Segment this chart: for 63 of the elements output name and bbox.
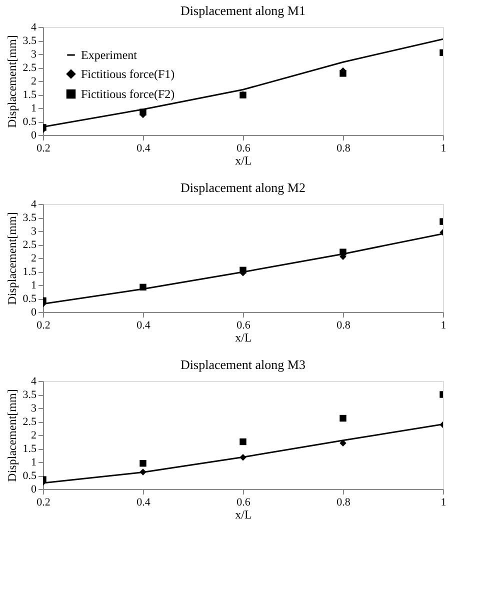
x-tick-label: 1 <box>440 496 446 508</box>
x-axis-title: x/L <box>235 508 252 522</box>
x-tick-label: 0.4 <box>136 142 151 154</box>
y-tick-label: 0 <box>31 484 37 496</box>
point <box>340 248 346 256</box>
x-tick-label: 1 <box>440 142 446 154</box>
y-tick-label: 1.5 <box>22 89 37 101</box>
y-tick-label: 1.5 <box>22 266 37 278</box>
point <box>340 440 346 446</box>
y-tick-label: 3 <box>31 402 37 414</box>
x-tick-label: 0.6 <box>236 496 251 508</box>
y-tick-label: 1 <box>31 456 36 468</box>
point <box>240 438 246 446</box>
x-axis-title: x/L <box>235 330 252 344</box>
x-tick-label: 0.4 <box>136 496 151 508</box>
chart-title: Displacement along M2 <box>180 180 306 195</box>
y-tick-label: 0.5 <box>22 116 37 128</box>
point <box>240 266 246 274</box>
y-tick-label: 1 <box>31 280 36 292</box>
x-tick-label: 0.8 <box>336 320 351 332</box>
y-axis-title: Displacement[mm] <box>4 212 19 305</box>
y-tick-label: 2.5 <box>22 239 37 251</box>
y-tick-label: 2 <box>31 430 36 442</box>
y-tick-label: 4 <box>31 22 37 34</box>
x-tick-label: 0.8 <box>336 142 351 154</box>
x-tick-label: 0.6 <box>236 320 251 332</box>
x-axis-title: x/L <box>235 154 252 168</box>
y-tick-label: 2.5 <box>22 416 37 428</box>
y-tick-label: 2 <box>31 76 36 88</box>
point <box>140 284 146 291</box>
x-tick-label: 0.2 <box>36 496 50 508</box>
point <box>240 454 246 461</box>
chart-title: Displacement along M3 <box>180 357 306 372</box>
y-tick-label: 4 <box>31 376 37 388</box>
legend-label: Fictitious force(F1) <box>81 67 175 81</box>
x-tick-label: 0.6 <box>236 142 251 154</box>
y-tick-label: 3.5 <box>22 35 37 47</box>
y-tick-label: 0.5 <box>22 293 37 305</box>
x-tick-label: 0.4 <box>136 320 151 332</box>
y-tick-label: 4 <box>31 198 37 210</box>
y-tick-label: 2 <box>31 252 36 264</box>
x-tick-label: 0.2 <box>36 320 50 332</box>
legend-label: Fictitious force(F2) <box>81 87 175 101</box>
y-tick-label: 0 <box>31 306 37 318</box>
x-tick-label: 1 <box>440 320 446 332</box>
x-tick-label: 0.8 <box>336 496 351 508</box>
y-tick-label: 3 <box>31 48 37 60</box>
y-tick-label: 1.5 <box>22 443 37 455</box>
y-tick-label: 2.5 <box>22 62 37 74</box>
chart-title: Displacement along M1 <box>180 3 306 18</box>
y-tick-label: 3 <box>31 226 37 238</box>
y-axis-title: Displacement[mm] <box>4 35 19 128</box>
point <box>140 468 146 476</box>
point <box>140 460 146 467</box>
y-tick-label: 0 <box>31 130 37 142</box>
y-axis-title: Displacement[mm] <box>4 389 19 482</box>
y-tick-label: 1 <box>31 102 36 114</box>
y-tick-label: 3.5 <box>22 212 37 224</box>
legend-label: Experiment <box>81 48 138 62</box>
y-tick-label: 3.5 <box>22 389 37 401</box>
y-tick-label: 0.5 <box>22 470 37 482</box>
x-tick-label: 0.2 <box>36 142 50 154</box>
point <box>340 414 346 422</box>
